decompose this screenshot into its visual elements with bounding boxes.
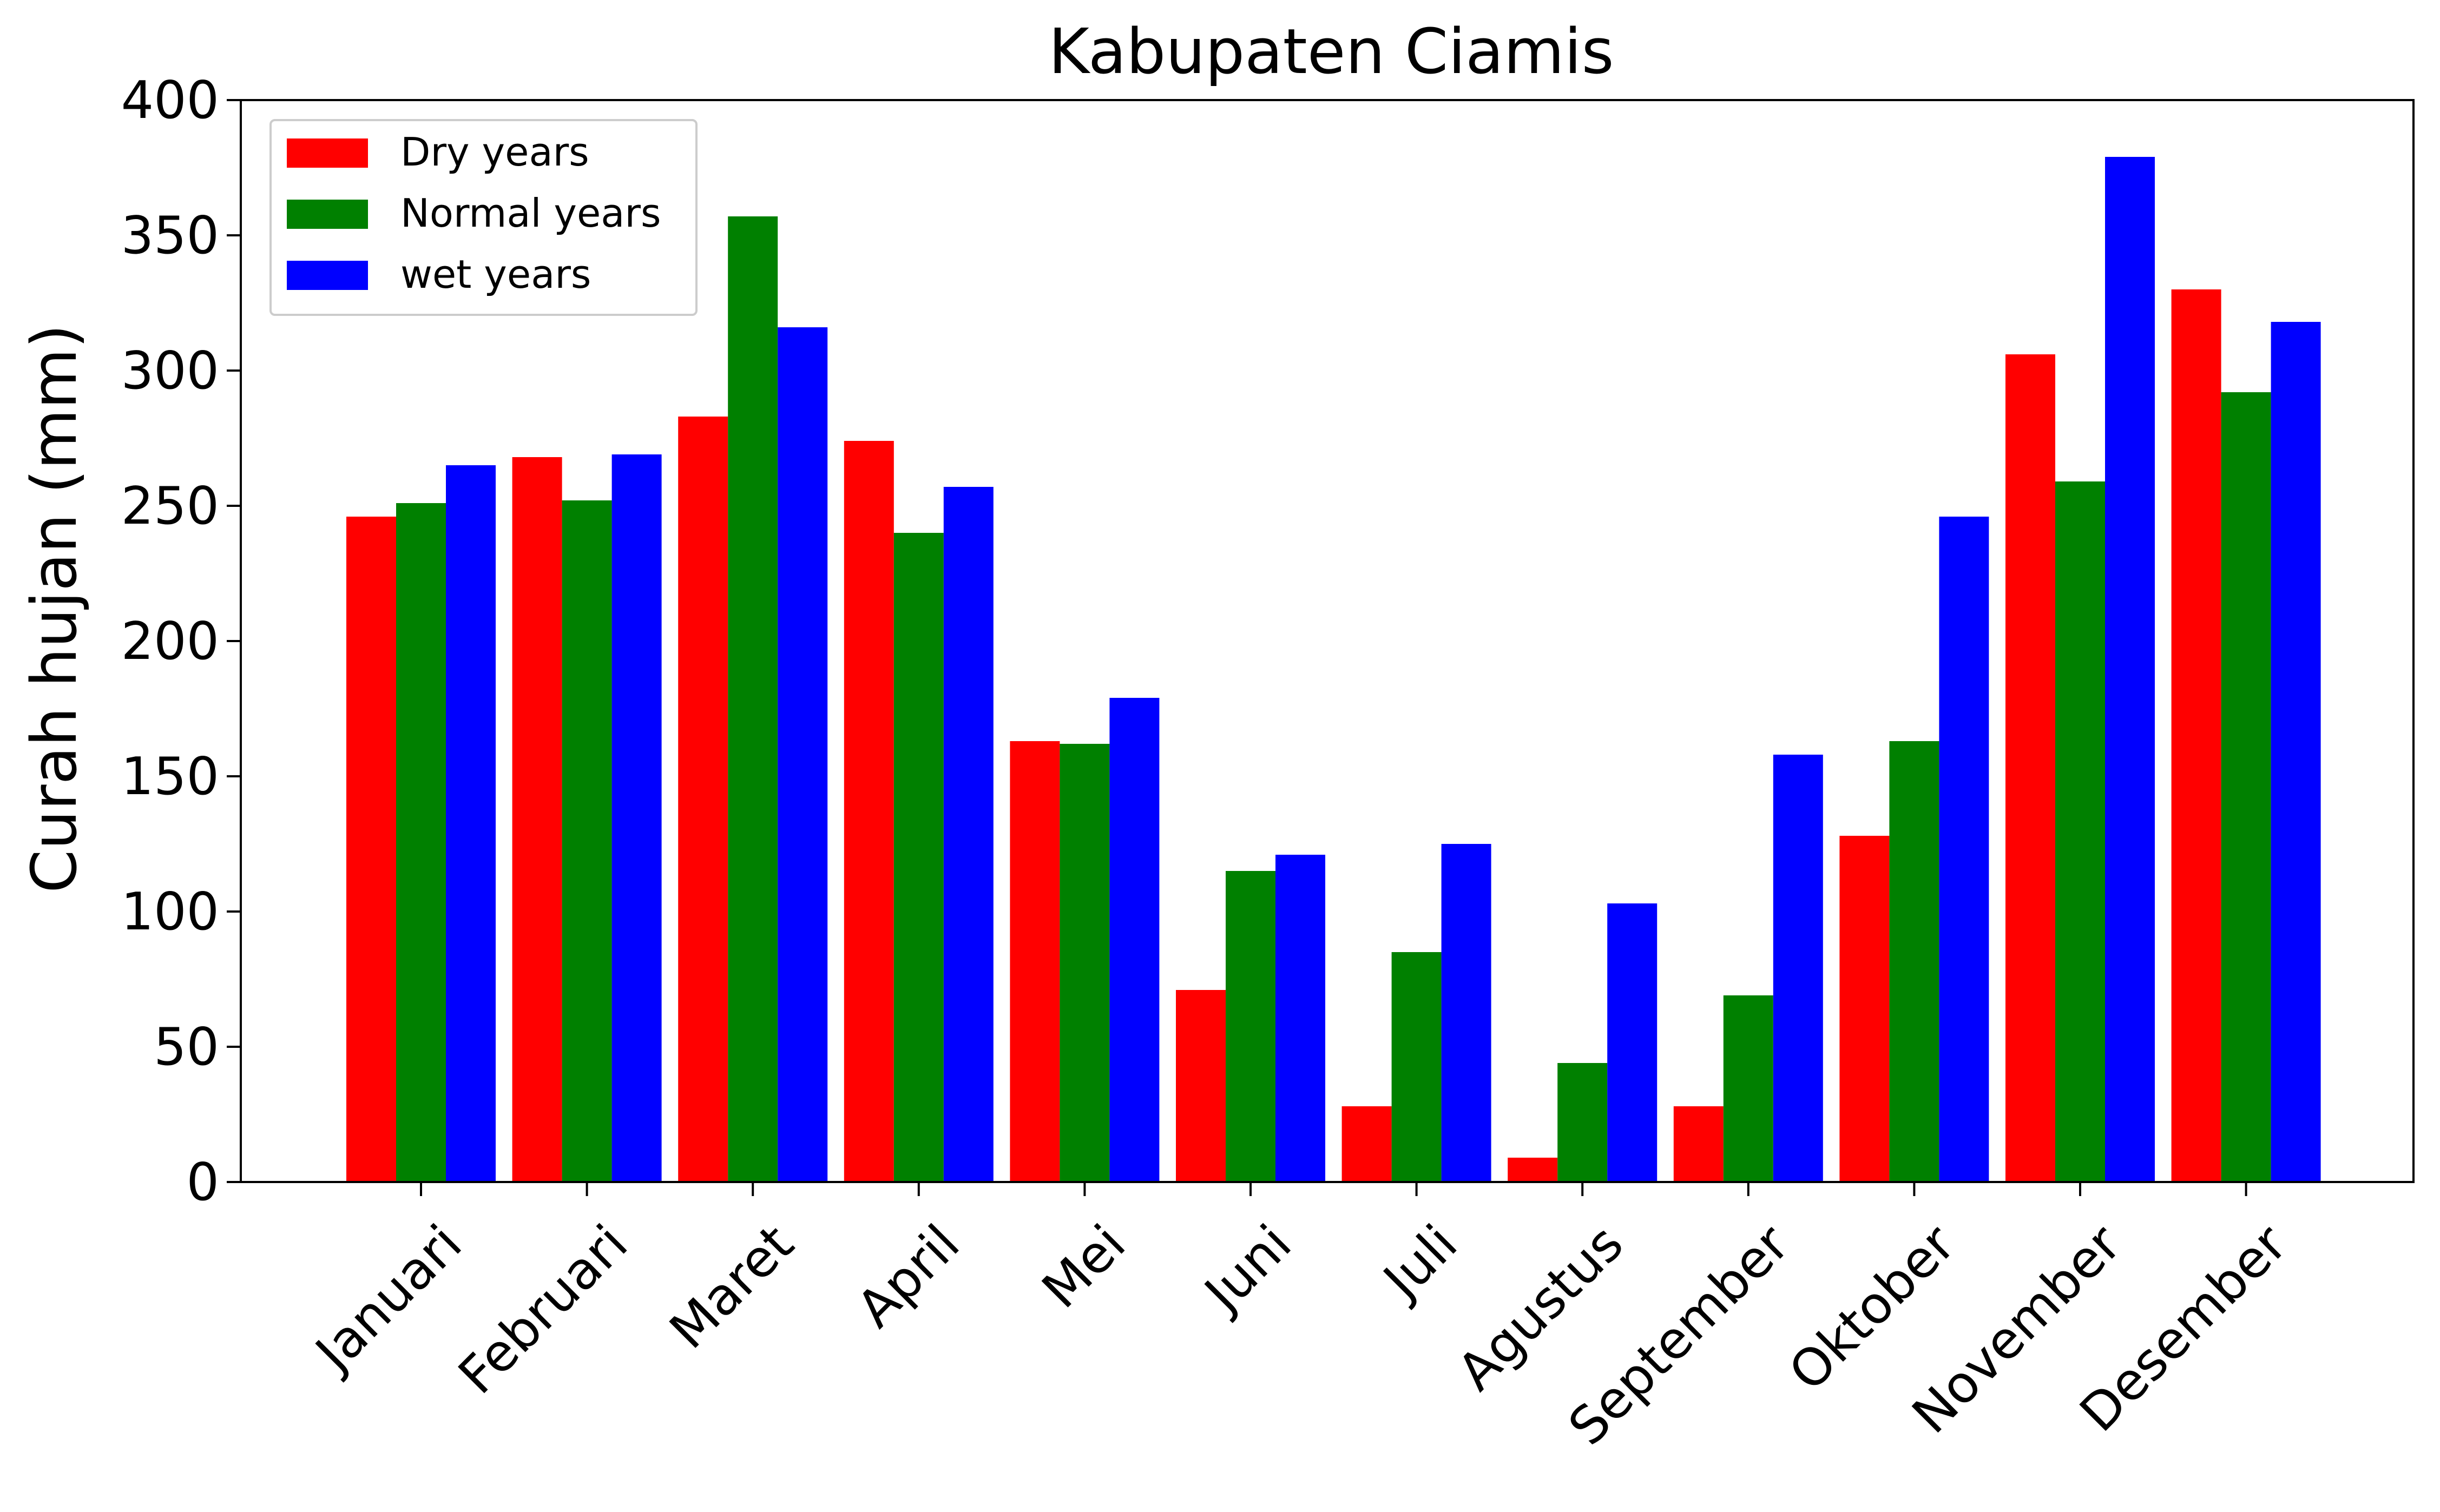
x-tick-label: Januari (303, 1214, 473, 1384)
y-tick-label: 200 (121, 612, 219, 671)
bar-dry-years-september (1673, 1106, 1724, 1182)
bar-wet-years-november (2105, 157, 2155, 1182)
bar-normal-years-november (2055, 481, 2105, 1182)
bar-normal-years-januari (396, 503, 446, 1182)
bar-normal-years-agustus (1557, 1063, 1608, 1182)
bar-dry-years-juli (1341, 1106, 1392, 1182)
bar-normal-years-oktober (1889, 741, 1939, 1182)
bar-wet-years-desember (2271, 322, 2321, 1182)
legend-label: wet years (400, 252, 591, 297)
x-tick-label: Mei (1031, 1214, 1137, 1320)
bar-normal-years-maret (728, 216, 778, 1182)
bar-dry-years-agustus (1508, 1158, 1558, 1182)
legend-label: Dry years (400, 129, 589, 175)
bar-dry-years-juni (1176, 990, 1226, 1182)
bar-normal-years-april (893, 533, 944, 1182)
y-tick-label: 0 (187, 1153, 219, 1212)
legend-swatch (287, 261, 368, 290)
bars-group (346, 157, 2321, 1182)
y-axis-label: Curah hujan (mm) (18, 324, 91, 893)
bar-dry-years-desember (2171, 289, 2221, 1182)
bar-dry-years-mei (1010, 741, 1060, 1182)
y-tick-label: 350 (121, 206, 219, 266)
bar-normal-years-mei (1060, 744, 1110, 1182)
y-tick-label: 150 (121, 747, 219, 807)
legend-swatch (287, 200, 368, 229)
plot-frame (240, 99, 2415, 1183)
x-tick-label: April (846, 1214, 971, 1339)
y-tick-label: 50 (154, 1018, 219, 1077)
bar-dry-years-november (2005, 354, 2055, 1182)
legend-label: Normal years (400, 190, 661, 236)
x-tick-label: Maret (659, 1214, 805, 1361)
bar-wet-years-juli (1441, 844, 1491, 1182)
bar-wet-years-oktober (1939, 517, 1989, 1182)
x-tick-label: Juli (1371, 1214, 1469, 1312)
bar-wet-years-agustus (1607, 903, 1658, 1182)
bar-dry-years-februari (512, 457, 562, 1182)
bar-normal-years-februari (562, 500, 612, 1182)
legend-box (269, 119, 698, 316)
legend-swatch (287, 138, 368, 168)
bar-normal-years-desember (2221, 392, 2271, 1182)
bar-normal-years-juni (1226, 871, 1275, 1182)
bar-normal-years-september (1723, 995, 1773, 1182)
bar-wet-years-januari (446, 465, 496, 1182)
bar-wet-years-september (1773, 755, 1823, 1182)
x-tick-label: Juni (1192, 1214, 1303, 1325)
y-tick-label: 250 (121, 477, 219, 536)
bar-dry-years-januari (346, 517, 396, 1182)
bar-wet-years-april (943, 487, 994, 1182)
bar-wet-years-mei (1109, 698, 1160, 1182)
bar-dry-years-maret (678, 417, 728, 1182)
y-tick-label: 300 (121, 341, 219, 401)
y-tick-label: 100 (121, 882, 219, 942)
y-tick-label: 400 (121, 71, 219, 130)
bar-wet-years-juni (1275, 855, 1325, 1182)
bar-normal-years-juli (1391, 952, 1442, 1182)
bar-dry-years-april (844, 441, 894, 1182)
bar-dry-years-oktober (1839, 836, 1890, 1182)
bar-wet-years-maret (778, 327, 828, 1182)
chart-title: Kabupaten Ciamis (1048, 16, 1614, 88)
legend: Dry years Normal years wet years (269, 119, 698, 316)
y-axis-ticks: 0 50 100 150 200 250 300 350 400 (121, 71, 241, 1212)
bar-wet-years-februari (611, 454, 662, 1182)
x-tick-label: Februari (448, 1214, 639, 1405)
